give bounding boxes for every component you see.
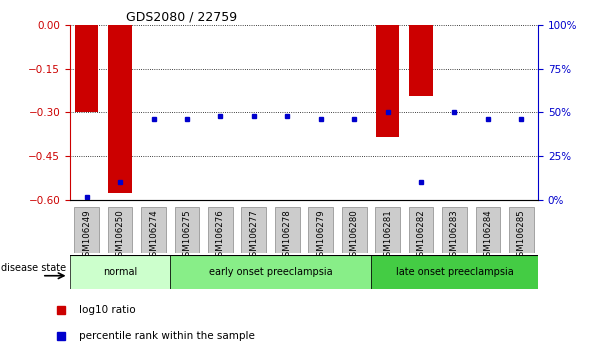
Text: late onset preeclampsia: late onset preeclampsia xyxy=(396,267,513,277)
Text: GSM106281: GSM106281 xyxy=(383,209,392,262)
FancyBboxPatch shape xyxy=(174,207,199,254)
FancyBboxPatch shape xyxy=(208,207,233,254)
Text: GSM106275: GSM106275 xyxy=(182,209,192,262)
Text: GDS2080 / 22759: GDS2080 / 22759 xyxy=(126,11,237,24)
Text: GSM106274: GSM106274 xyxy=(149,209,158,262)
Text: log10 ratio: log10 ratio xyxy=(80,305,136,315)
FancyBboxPatch shape xyxy=(141,207,166,254)
Text: GSM106250: GSM106250 xyxy=(116,209,125,262)
Text: GSM106282: GSM106282 xyxy=(416,209,426,262)
FancyBboxPatch shape xyxy=(375,207,400,254)
Text: GSM106283: GSM106283 xyxy=(450,209,459,262)
FancyBboxPatch shape xyxy=(308,207,333,254)
Text: GSM106284: GSM106284 xyxy=(483,209,492,262)
FancyBboxPatch shape xyxy=(409,207,434,254)
FancyBboxPatch shape xyxy=(170,255,371,289)
Text: disease state: disease state xyxy=(1,263,66,273)
FancyBboxPatch shape xyxy=(371,255,538,289)
Text: GSM106249: GSM106249 xyxy=(82,209,91,262)
Text: normal: normal xyxy=(103,267,137,277)
Bar xyxy=(376,25,399,137)
Bar xyxy=(75,25,98,113)
Text: GSM106279: GSM106279 xyxy=(316,209,325,262)
Bar xyxy=(108,25,132,193)
Text: GSM106277: GSM106277 xyxy=(249,209,258,262)
FancyBboxPatch shape xyxy=(475,207,500,254)
FancyBboxPatch shape xyxy=(509,207,534,254)
FancyBboxPatch shape xyxy=(342,207,367,254)
FancyBboxPatch shape xyxy=(108,207,133,254)
Text: GSM106276: GSM106276 xyxy=(216,209,225,262)
FancyBboxPatch shape xyxy=(70,255,170,289)
FancyBboxPatch shape xyxy=(74,207,99,254)
FancyBboxPatch shape xyxy=(275,207,300,254)
Text: GSM106285: GSM106285 xyxy=(517,209,526,262)
Text: early onset preeclampsia: early onset preeclampsia xyxy=(209,267,333,277)
FancyBboxPatch shape xyxy=(442,207,467,254)
FancyBboxPatch shape xyxy=(241,207,266,254)
Text: GSM106280: GSM106280 xyxy=(350,209,359,262)
Text: GSM106278: GSM106278 xyxy=(283,209,292,262)
Bar xyxy=(409,25,433,96)
Text: percentile rank within the sample: percentile rank within the sample xyxy=(80,331,255,341)
